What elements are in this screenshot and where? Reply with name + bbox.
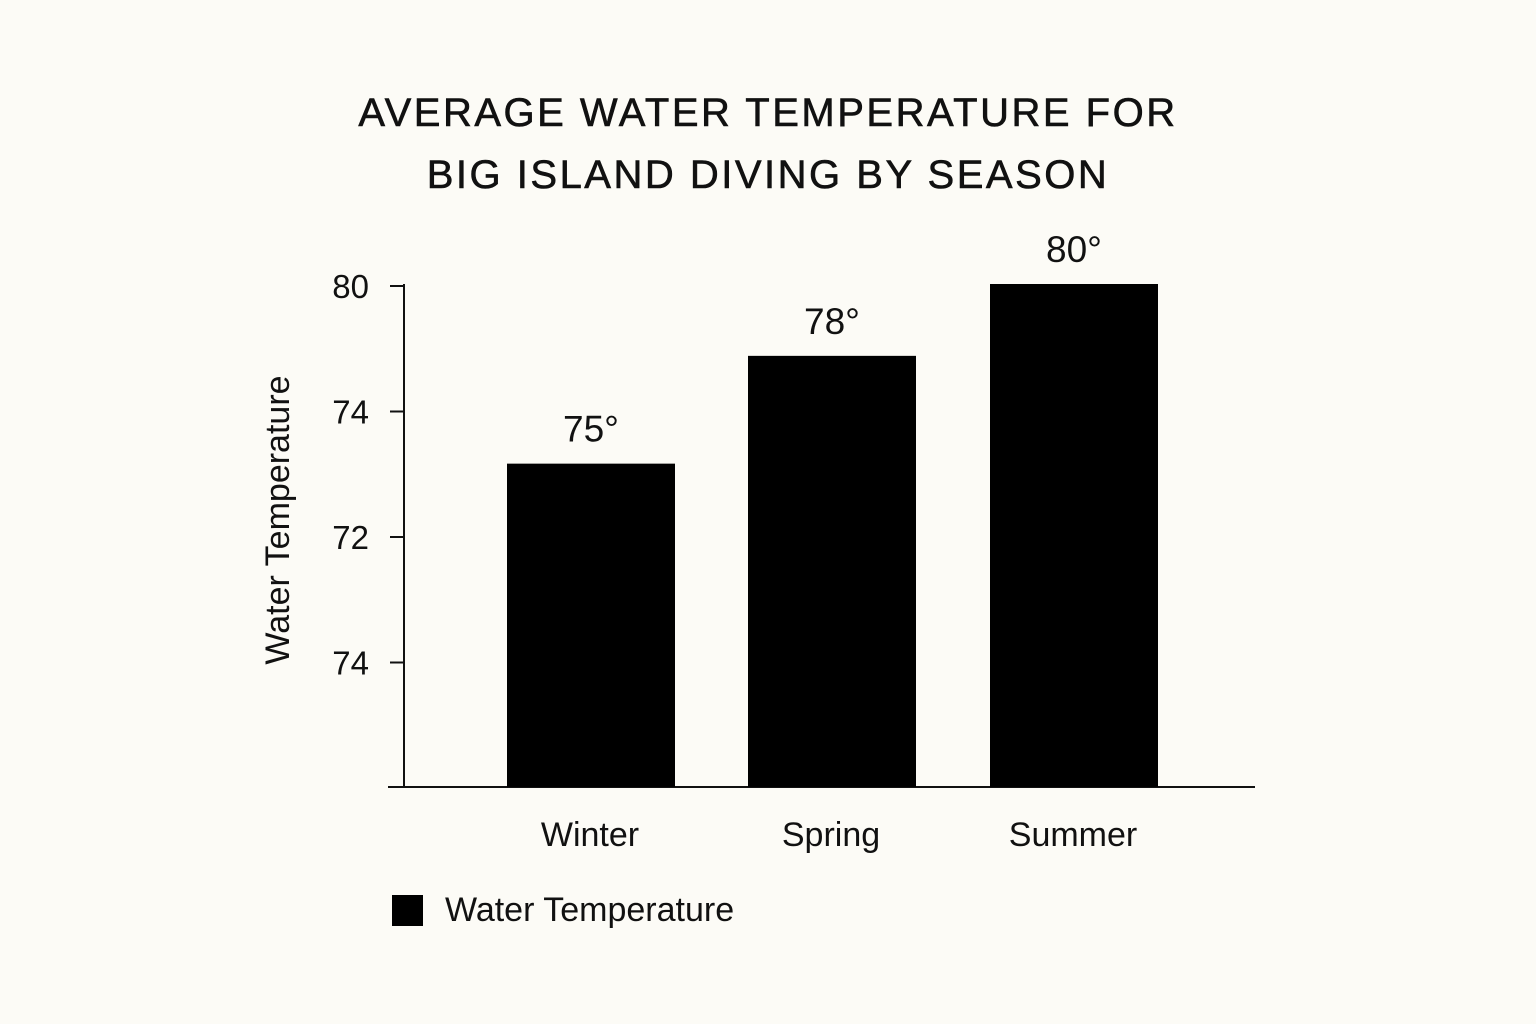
data-label: 78° (804, 301, 860, 342)
y-axis: 80 74 72 74 (332, 268, 405, 787)
y-axis-title: Water Temperature (259, 375, 297, 664)
chart-title-line-2: BIG ISLAND DIVING BY SEASON (426, 153, 1110, 198)
chart-title: AVERAGE WATER TEMPERATURE FOR BIG ISLAND… (0, 82, 1536, 206)
bar-winter (507, 463, 675, 787)
category-labels: Winter Spring Summer (541, 816, 1137, 854)
category-label: Spring (782, 816, 880, 854)
y-tick-label: 74 (332, 645, 369, 682)
chart-title-line-1: AVERAGE WATER TEMPERATURE FOR (358, 91, 1178, 136)
y-tick-label: 72 (332, 519, 369, 556)
legend-label: Water Temperature (445, 891, 735, 929)
category-label: Summer (1009, 816, 1137, 854)
data-label: 80° (1046, 229, 1102, 270)
data-label: 75° (563, 409, 619, 450)
bars (507, 284, 1158, 787)
data-labels: 75° 78° 80° (563, 229, 1102, 450)
legend: Water Temperature (392, 892, 734, 928)
y-tick-label: 80 (332, 268, 369, 305)
bar-spring (748, 355, 916, 787)
bar-summer (990, 284, 1158, 787)
y-tick-label: 74 (332, 394, 369, 431)
category-label: Winter (541, 816, 639, 854)
legend-swatch (392, 894, 423, 926)
